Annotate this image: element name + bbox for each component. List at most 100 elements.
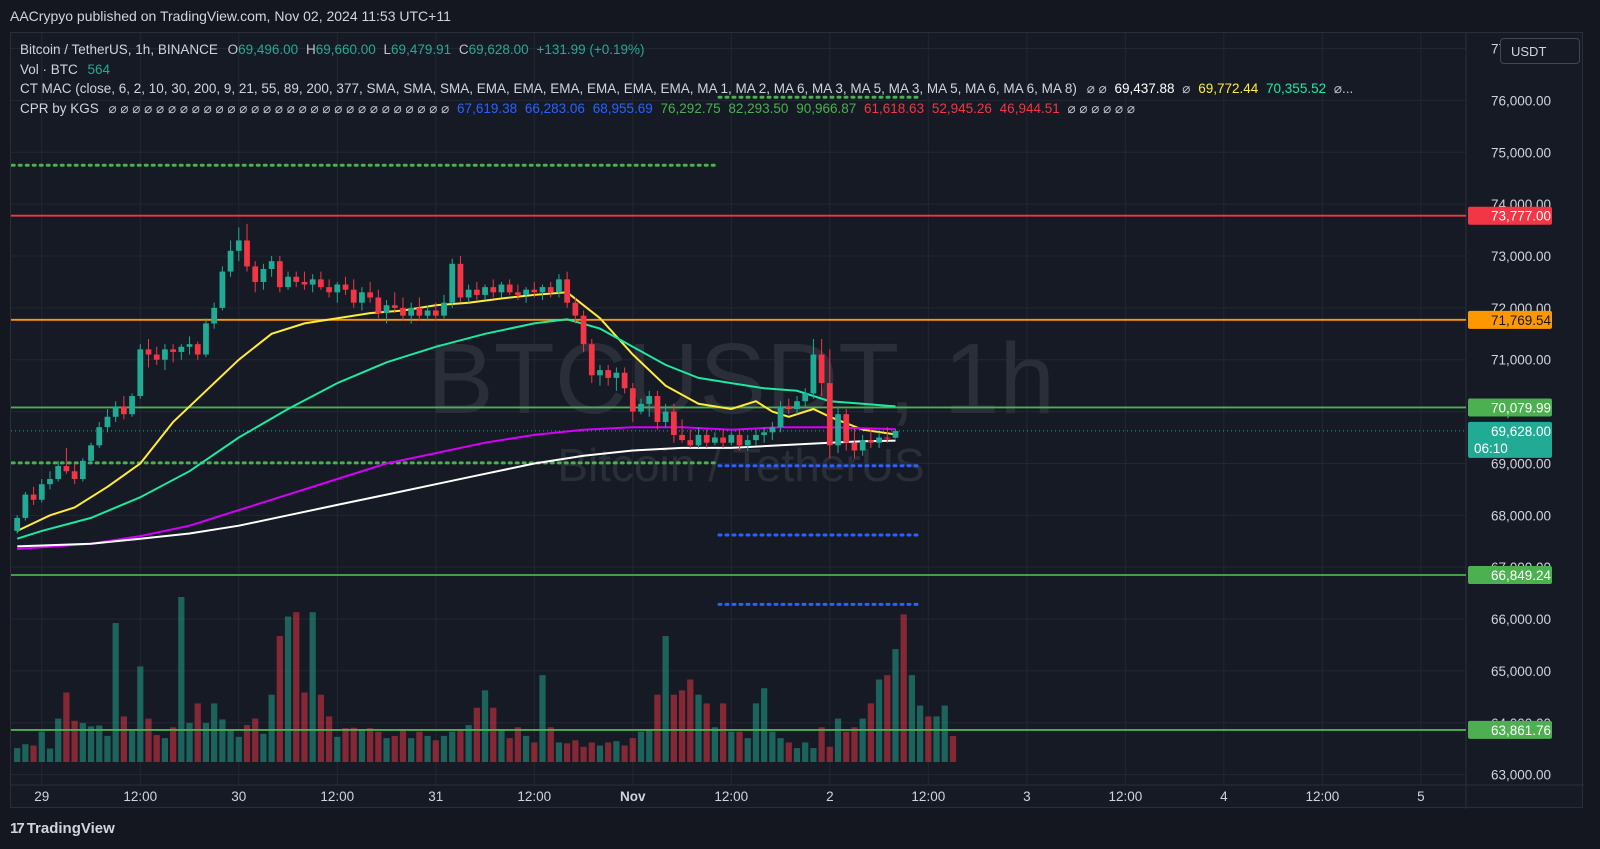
time-axis-label: 12:00 xyxy=(320,789,354,804)
volume-bar xyxy=(219,719,226,762)
candle-body xyxy=(687,440,694,446)
cpr-green-1: 76,292.75 xyxy=(660,100,721,116)
price-line-tag xyxy=(1468,720,1552,739)
price-line-tag-label: 70,079.99 xyxy=(1491,400,1551,415)
volume-bar xyxy=(580,746,587,762)
volume-bar xyxy=(120,716,127,762)
candle-body xyxy=(153,354,160,360)
candle-body xyxy=(400,307,406,316)
cpr-blue-3: 68,955.69 xyxy=(592,100,653,116)
open-label: O xyxy=(227,42,239,57)
candle-body xyxy=(769,427,776,433)
volume-bar xyxy=(752,703,760,762)
volume-bar xyxy=(358,729,366,762)
symbol-title[interactable]: Bitcoin / TetherUS, 1h, BINANCE xyxy=(20,42,218,57)
candle-body xyxy=(859,440,866,451)
ct-mac-value-1: 69,437.88 xyxy=(1114,81,1175,96)
ct-mac-label[interactable]: CT MAC (close, 6, 2, 10, 30, 200, 9, 21,… xyxy=(20,81,1077,96)
candle-body xyxy=(654,396,661,422)
candle-body xyxy=(867,440,874,443)
candle-body xyxy=(432,310,439,316)
candle-body xyxy=(876,437,882,443)
price-line-tag-label: 73,777.00 xyxy=(1491,209,1551,224)
candle-body xyxy=(670,411,677,435)
price-line-tag-label: 63,861.76 xyxy=(1491,723,1551,738)
candle-body xyxy=(342,284,349,290)
volume-bar xyxy=(38,731,45,762)
candle-body xyxy=(761,432,768,435)
volume-bar xyxy=(531,742,538,762)
volume-bar xyxy=(367,728,374,762)
volume-bar xyxy=(383,738,390,762)
candle-body xyxy=(30,494,37,500)
volume-bar xyxy=(391,735,398,762)
volume-bar xyxy=(678,690,686,762)
volume-bar xyxy=(916,705,924,762)
candle-body xyxy=(728,434,735,443)
volume-bar xyxy=(309,612,316,762)
volume-bar xyxy=(96,725,103,762)
volume-bar xyxy=(547,727,554,762)
candle-body xyxy=(170,349,176,352)
candle-body xyxy=(892,430,899,438)
price-line-tag xyxy=(1468,310,1552,329)
ct-mac-placeholders: ⌀ ⌀ xyxy=(1086,81,1107,96)
volume-bar xyxy=(884,675,891,762)
price-line-tag-label: 71,769.54 xyxy=(1491,313,1552,328)
candle-body xyxy=(441,302,447,316)
volume-bar xyxy=(350,727,357,762)
volume-bar xyxy=(293,612,300,762)
price-axis-tick-label: 66,000.00 xyxy=(1491,612,1551,627)
volume-bar xyxy=(317,694,324,762)
ct-mac-value-2: 69,772.44 xyxy=(1198,81,1259,96)
volume-bar xyxy=(646,729,653,762)
volume-bar xyxy=(506,738,513,762)
volume-bar xyxy=(875,679,883,762)
volume-bar xyxy=(605,742,612,762)
candle-body xyxy=(506,284,513,293)
candle-body xyxy=(47,479,53,485)
price-line-tag xyxy=(1468,206,1552,225)
time-axis-label: 29 xyxy=(34,789,49,804)
volume-label[interactable]: Vol · BTC xyxy=(20,61,78,77)
close-label: C xyxy=(458,42,469,57)
volume-bar xyxy=(793,748,801,762)
candle-body xyxy=(843,414,850,443)
cpr-label[interactable]: CPR by KGS xyxy=(20,100,99,116)
volume-bar xyxy=(399,729,407,762)
volume-bar xyxy=(892,649,899,762)
volume-bar xyxy=(284,616,292,762)
volume-bar xyxy=(481,690,489,762)
price-axis-tick-label: 76,000.00 xyxy=(1491,93,1551,108)
currency-unit-button[interactable]: USDT xyxy=(1500,38,1580,64)
ct-mac-sep: ⌀ xyxy=(1182,81,1191,96)
volume-bar xyxy=(55,718,62,762)
candle-body xyxy=(851,442,858,451)
candle-body xyxy=(301,281,308,285)
candle-body xyxy=(818,354,825,384)
candle-body xyxy=(465,289,472,298)
volume-bar xyxy=(71,720,78,762)
candle-body xyxy=(449,263,456,303)
volume-bar xyxy=(810,748,817,762)
volume-bar xyxy=(826,746,833,762)
candle-body xyxy=(162,349,168,360)
cpr-blue-2: 66,283.06 xyxy=(524,100,585,116)
volume-bar xyxy=(211,703,218,762)
candle-body xyxy=(235,240,242,251)
price-axis-tick-label: 69,000.00 xyxy=(1491,456,1551,471)
cpr-red-1: 61,618.63 xyxy=(864,100,925,116)
candle-body xyxy=(646,396,653,404)
volume-bar xyxy=(342,728,349,762)
candle-body xyxy=(457,263,464,298)
volume-bar xyxy=(564,743,571,762)
time-axis-label: 30 xyxy=(231,789,246,804)
volume-bar xyxy=(670,694,677,762)
volume-bar xyxy=(416,731,423,762)
candle-body xyxy=(112,406,119,417)
volume-bar xyxy=(153,735,160,762)
cpr-legend-row: CPR by KGS ⌀ ⌀ ⌀ ⌀ ⌀ ⌀ ⌀ ⌀ ⌀ ⌀ ⌀ ⌀ ⌀ ⌀ ⌀… xyxy=(20,99,1353,119)
volume-bar xyxy=(621,745,628,762)
